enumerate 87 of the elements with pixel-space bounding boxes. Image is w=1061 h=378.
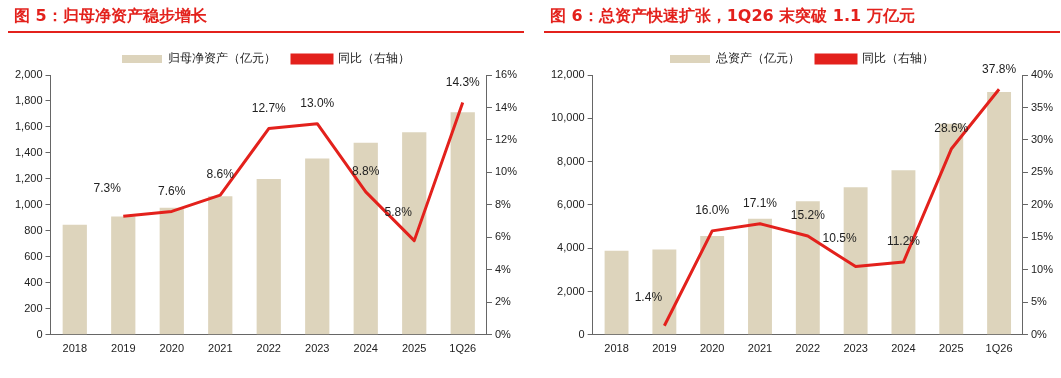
x-tick-label: 2019 — [111, 342, 136, 355]
legend-label: 总资产（亿元） — [715, 51, 800, 66]
data-label: 13.0% — [300, 96, 335, 111]
y2-tick-label: 25% — [1030, 165, 1054, 178]
y-tick-label: 2,000 — [15, 68, 43, 81]
y2-tick-label: 35% — [1030, 100, 1054, 113]
y-tick-label: 600 — [24, 249, 43, 262]
x-tick-label: 2023 — [305, 342, 330, 355]
bar — [700, 236, 725, 335]
data-label: 12.7% — [251, 100, 287, 115]
y-tick-label: 6,000 — [557, 197, 585, 210]
y-tick-label: 200 — [24, 301, 43, 314]
y-tick-label: 1,800 — [15, 94, 43, 107]
y2-tick-label: 4% — [494, 262, 512, 275]
x-tick-label: 2021 — [747, 342, 773, 355]
y2-tick-label: 2% — [494, 295, 512, 308]
y2-tick-label: 12% — [494, 132, 518, 145]
data-label: 5.8% — [384, 204, 413, 219]
bar — [62, 224, 87, 335]
bar — [748, 218, 772, 335]
y2-tick-label: 10% — [1030, 262, 1054, 275]
bar — [111, 216, 136, 335]
data-label: 10.5% — [822, 230, 857, 245]
data-label: 15.2% — [790, 208, 826, 223]
data-label: 16.0% — [695, 203, 730, 218]
chart-title: 图 6：总资产快速扩张，1Q26 末突破 1.1 万亿元 — [544, 4, 1060, 33]
bar — [450, 112, 475, 335]
y-tick-label: 1,000 — [15, 197, 43, 210]
x-tick-label: 2022 — [256, 342, 281, 355]
x-tick-label: 2025 — [939, 342, 964, 355]
y-tick-label: 2,000 — [557, 284, 585, 297]
bar — [159, 207, 184, 335]
x-tick-label: 2020 — [159, 342, 185, 355]
y-tick-label: 400 — [24, 275, 43, 288]
y2-tick-label: 15% — [1030, 230, 1054, 243]
data-label: 8.6% — [206, 167, 235, 182]
y-tick-label: 4,000 — [557, 241, 585, 254]
y-tick-label: 10,000 — [550, 111, 585, 124]
data-label: 1.4% — [634, 290, 663, 305]
bar — [353, 142, 378, 335]
bar — [256, 178, 281, 335]
data-label: 7.6% — [158, 183, 186, 198]
y-tick-label: 1,200 — [15, 171, 43, 184]
x-tick-label: 2024 — [891, 342, 916, 355]
y2-tick-label: 5% — [1030, 295, 1048, 308]
y-tick-label: 1,600 — [15, 119, 43, 132]
chart-title: 图 5：归母净资产稳步增长 — [8, 4, 524, 33]
bar — [987, 91, 1012, 335]
data-label: 7.3% — [93, 180, 122, 195]
y2-tick-label: 8% — [494, 197, 512, 210]
y2-tick-label: 16% — [494, 68, 518, 81]
data-label: 14.3% — [445, 74, 481, 89]
y-tick-label: 0 — [36, 327, 43, 340]
x-tick-label: 1Q26 — [985, 342, 1013, 355]
bar — [604, 250, 629, 335]
y2-tick-label: 14% — [494, 100, 518, 113]
x-tick-label: 2022 — [795, 342, 821, 355]
legend-label: 归母净资产（亿元） — [168, 51, 276, 66]
y2-tick-label: 40% — [1030, 68, 1054, 81]
x-tick-label: 2021 — [208, 342, 233, 355]
y2-tick-label: 6% — [494, 230, 512, 243]
y-tick-label: 8,000 — [557, 154, 585, 167]
data-label: 28.6% — [934, 121, 969, 136]
x-tick-label: 2018 — [62, 342, 88, 355]
y2-tick-label: 0% — [1030, 327, 1048, 340]
x-tick-label: 2020 — [699, 342, 725, 355]
y2-tick-label: 30% — [1030, 132, 1054, 145]
legend-label: 同比（右轴） — [338, 51, 410, 66]
legend-label: 同比（右轴） — [862, 51, 934, 66]
x-tick-label: 1Q26 — [449, 342, 477, 355]
x-tick-label: 2018 — [604, 342, 629, 355]
x-tick-label: 2024 — [353, 342, 378, 355]
y2-tick-label: 0% — [494, 327, 512, 340]
data-label: 8.8% — [352, 164, 380, 179]
y-tick-label: 0 — [578, 327, 585, 340]
y2-tick-label: 20% — [1030, 197, 1054, 210]
x-tick-label: 2025 — [402, 342, 427, 355]
data-label: 17.1% — [742, 196, 778, 211]
bar — [305, 158, 330, 335]
x-tick-label: 2019 — [652, 342, 677, 355]
bar — [208, 196, 233, 335]
y2-tick-label: 10% — [494, 165, 518, 178]
y-tick-label: 12,000 — [550, 68, 585, 81]
data-label: 37.8% — [982, 61, 1017, 76]
y-tick-label: 800 — [24, 223, 43, 236]
y-tick-label: 1,400 — [15, 145, 43, 158]
x-tick-label: 2023 — [843, 342, 868, 355]
